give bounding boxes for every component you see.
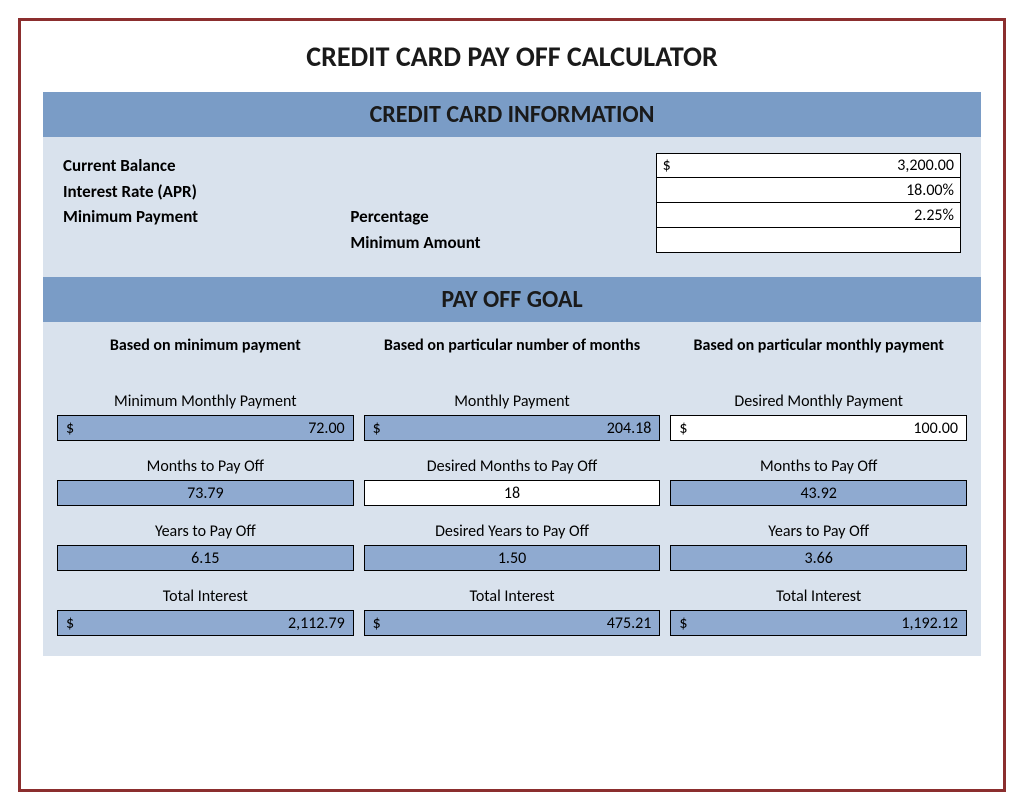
field-value: 1.50 bbox=[373, 549, 652, 568]
field-label: Minimum Monthly Payment bbox=[57, 392, 354, 411]
currency-prefix: $ bbox=[679, 419, 687, 438]
field-label: Months to Pay Off bbox=[670, 457, 967, 476]
column-header: Based on particular number of months bbox=[364, 334, 661, 382]
input-percentage[interactable]: 2.25% bbox=[656, 203, 961, 228]
field-value-box: 1.50 bbox=[364, 545, 661, 571]
field-value-box: 73.79 bbox=[57, 480, 354, 506]
field-value-box: $204.18 bbox=[364, 415, 661, 441]
payoff-goal-section: Based on minimum payment Minimum Monthly … bbox=[43, 322, 981, 656]
input-interest-rate[interactable]: 18.00% bbox=[656, 178, 961, 203]
input-current-balance[interactable]: $ 3,200.00 bbox=[656, 153, 961, 178]
field-value-box: $72.00 bbox=[57, 415, 354, 441]
info-middle-column: Percentage Minimum Amount bbox=[350, 153, 655, 255]
field-value-box[interactable]: $100.00 bbox=[670, 415, 967, 441]
goal-column-0: Based on minimum payment Minimum Monthly … bbox=[57, 334, 354, 636]
currency-prefix: $ bbox=[66, 614, 74, 633]
field-value: 18 bbox=[373, 484, 652, 503]
label-current-balance: Current Balance bbox=[63, 153, 350, 179]
input-minimum-amount[interactable] bbox=[656, 228, 961, 253]
info-inputs-column: $ 3,200.00 18.00% 2.25% bbox=[656, 153, 961, 255]
label-percentage: Percentage bbox=[350, 204, 655, 230]
label-interest-rate: Interest Rate (APR) bbox=[63, 179, 350, 205]
field-value-box: $1,192.12 bbox=[670, 610, 967, 636]
label-minimum-amount: Minimum Amount bbox=[350, 230, 655, 256]
field-value: 2,112.79 bbox=[74, 614, 345, 633]
field-value-box: 43.92 bbox=[670, 480, 967, 506]
field-label: Total Interest bbox=[670, 587, 967, 606]
field-label: Years to Pay Off bbox=[57, 522, 354, 541]
currency-prefix: $ bbox=[373, 419, 381, 438]
field-label: Monthly Payment bbox=[364, 392, 661, 411]
field-label: Years to Pay Off bbox=[670, 522, 967, 541]
currency-prefix: $ bbox=[679, 614, 687, 633]
goal-column-1: Based on particular number of months Mont… bbox=[364, 334, 661, 636]
field-value: 1,192.12 bbox=[687, 614, 958, 633]
document-border: CREDIT CARD PAY OFF CALCULATOR CREDIT CA… bbox=[18, 18, 1006, 792]
goal-column-2: Based on particular monthly payment Desir… bbox=[670, 334, 967, 636]
column-header: Based on minimum payment bbox=[57, 334, 354, 382]
field-value: 3.66 bbox=[679, 549, 958, 568]
field-value: 43.92 bbox=[679, 484, 958, 503]
field-value: 73.79 bbox=[66, 484, 345, 503]
field-value: 475.21 bbox=[381, 614, 652, 633]
field-label: Total Interest bbox=[57, 587, 354, 606]
credit-card-info-section: Current Balance Interest Rate (APR) Mini… bbox=[43, 137, 981, 277]
field-value: 204.18 bbox=[381, 419, 652, 438]
field-value: 6.15 bbox=[66, 549, 345, 568]
column-header: Based on particular monthly payment bbox=[670, 334, 967, 382]
field-value-box: 3.66 bbox=[670, 545, 967, 571]
field-value: 72.00 bbox=[74, 419, 345, 438]
field-label: Months to Pay Off bbox=[57, 457, 354, 476]
field-value-box[interactable]: 18 bbox=[364, 480, 661, 506]
field-label: Desired Months to Pay Off bbox=[364, 457, 661, 476]
currency-prefix: $ bbox=[66, 419, 74, 438]
currency-prefix: $ bbox=[663, 156, 671, 175]
value-interest-rate: 18.00% bbox=[906, 181, 954, 200]
field-value-box: $2,112.79 bbox=[57, 610, 354, 636]
field-label: Desired Monthly Payment bbox=[670, 392, 967, 411]
field-value: 100.00 bbox=[687, 419, 958, 438]
goal-section-header: PAY OFF GOAL bbox=[43, 277, 981, 322]
label-minimum-payment: Minimum Payment bbox=[63, 204, 350, 230]
info-labels-column: Current Balance Interest Rate (APR) Mini… bbox=[63, 153, 350, 255]
field-value-box: $475.21 bbox=[364, 610, 661, 636]
value-percentage: 2.25% bbox=[914, 206, 954, 225]
field-label: Desired Years to Pay Off bbox=[364, 522, 661, 541]
page-title: CREDIT CARD PAY OFF CALCULATOR bbox=[43, 39, 981, 74]
value-current-balance: 3,200.00 bbox=[897, 156, 954, 175]
field-label: Total Interest bbox=[364, 587, 661, 606]
currency-prefix: $ bbox=[373, 614, 381, 633]
info-section-header: CREDIT CARD INFORMATION bbox=[43, 92, 981, 137]
field-value-box: 6.15 bbox=[57, 545, 354, 571]
